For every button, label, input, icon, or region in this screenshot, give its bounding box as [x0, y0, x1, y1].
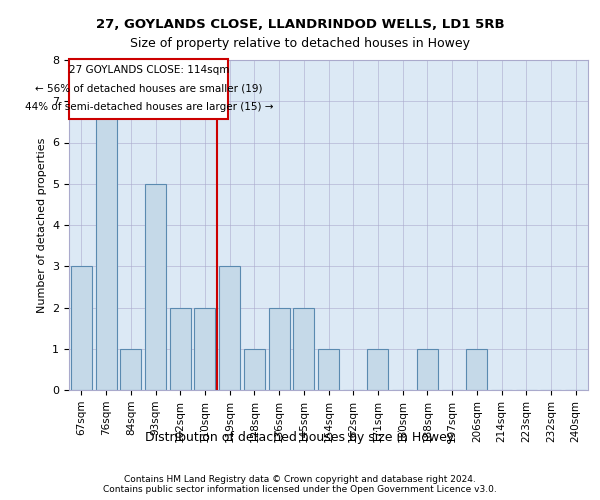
Bar	[170, 308, 191, 390]
Bar	[219, 266, 240, 390]
Text: 27 GOYLANDS CLOSE: 114sqm: 27 GOYLANDS CLOSE: 114sqm	[69, 66, 229, 76]
Text: Contains HM Land Registry data © Crown copyright and database right 2024.: Contains HM Land Registry data © Crown c…	[124, 475, 476, 484]
Y-axis label: Number of detached properties: Number of detached properties	[37, 138, 47, 312]
Bar	[194, 308, 215, 390]
Bar	[120, 349, 141, 390]
Bar	[417, 349, 438, 390]
Bar	[367, 349, 388, 390]
Bar	[466, 349, 487, 390]
Text: Distribution of detached houses by size in Howey: Distribution of detached houses by size …	[145, 431, 455, 444]
Bar	[244, 349, 265, 390]
Text: Size of property relative to detached houses in Howey: Size of property relative to detached ho…	[130, 38, 470, 51]
Bar	[71, 266, 92, 390]
Text: Contains public sector information licensed under the Open Government Licence v3: Contains public sector information licen…	[103, 485, 497, 494]
Bar	[269, 308, 290, 390]
Text: 44% of semi-detached houses are larger (15) →: 44% of semi-detached houses are larger (…	[25, 102, 273, 113]
Text: 27, GOYLANDS CLOSE, LLANDRINDOD WELLS, LD1 5RB: 27, GOYLANDS CLOSE, LLANDRINDOD WELLS, L…	[95, 18, 505, 30]
Bar	[95, 101, 116, 390]
FancyBboxPatch shape	[70, 59, 229, 118]
Bar	[318, 349, 339, 390]
Text: ← 56% of detached houses are smaller (19): ← 56% of detached houses are smaller (19…	[35, 84, 263, 94]
Bar	[145, 184, 166, 390]
Bar	[293, 308, 314, 390]
